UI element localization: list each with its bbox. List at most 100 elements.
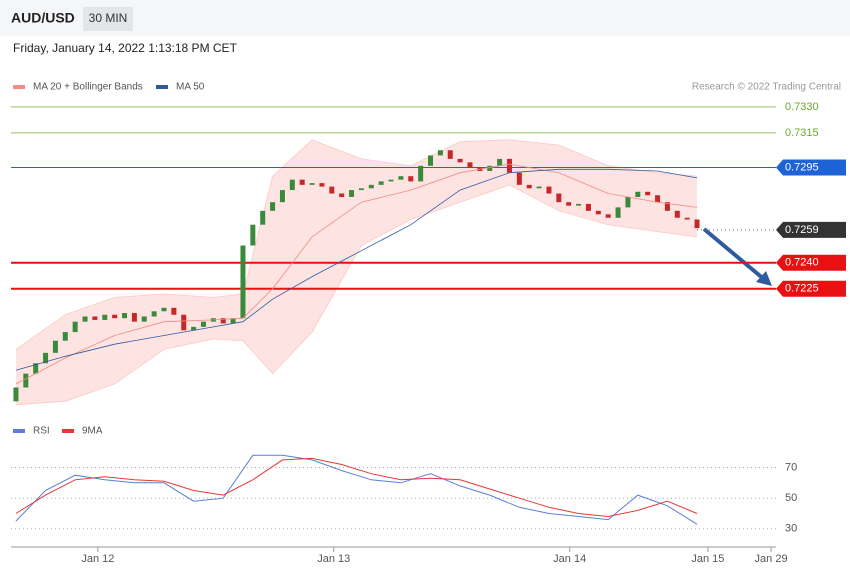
level-label: 0.7295	[785, 161, 819, 173]
x-tick-label: Jan 12	[81, 553, 114, 565]
level-label-box	[776, 159, 846, 176]
candle	[349, 190, 355, 197]
candle	[329, 186, 335, 194]
level-label-box	[776, 221, 846, 238]
candle	[62, 332, 68, 341]
ma-line	[15, 168, 698, 371]
candle	[112, 314, 118, 319]
level-label-box	[776, 280, 846, 297]
candle	[289, 179, 295, 191]
legend-swatch	[13, 429, 25, 433]
candle	[684, 217, 690, 220]
legend-swatch	[13, 85, 25, 89]
candle	[447, 150, 453, 159]
candle	[506, 158, 512, 173]
candle	[556, 193, 562, 203]
legend-swatch	[62, 429, 74, 433]
candle	[151, 311, 157, 317]
candle	[319, 183, 325, 187]
candle	[595, 210, 601, 215]
candle	[418, 165, 424, 182]
candle	[72, 321, 78, 333]
candle	[546, 186, 552, 194]
candle	[220, 318, 226, 324]
level-label: 0.7240	[785, 257, 819, 269]
level-label: 0.7330	[785, 101, 819, 113]
candle	[645, 191, 651, 196]
candle	[309, 183, 315, 185]
candle	[181, 314, 187, 331]
forecast-arrow	[702, 227, 767, 282]
candle	[122, 313, 128, 319]
forecast-arrowhead	[756, 271, 772, 286]
candle	[161, 307, 167, 312]
candle	[605, 214, 611, 218]
candle	[131, 313, 137, 322]
candle	[171, 307, 177, 315]
candle	[457, 158, 463, 163]
candle	[625, 196, 631, 208]
y-tick-label: 50	[785, 492, 797, 504]
candle	[102, 314, 108, 320]
legend-label: 9MA	[82, 426, 103, 437]
y-tick-label: 70	[785, 461, 797, 473]
candle	[566, 202, 572, 206]
x-tick-label: Jan 29	[755, 553, 788, 565]
candle	[260, 210, 266, 225]
legend-label: MA 20 + Bollinger Bands	[33, 82, 143, 93]
bollinger-fill	[15, 139, 698, 405]
x-tick-label: Jan 13	[317, 553, 350, 565]
candle	[398, 176, 404, 180]
candle	[497, 158, 503, 166]
level-label: 0.7225	[785, 283, 819, 295]
candle	[655, 195, 661, 203]
timestamp: Friday, January 14, 2022 1:13:18 PM CET	[13, 41, 238, 55]
candle	[428, 155, 434, 166]
rsi-line	[15, 454, 698, 525]
header-bar	[0, 0, 850, 36]
candle	[200, 321, 206, 327]
level-label-box	[776, 254, 846, 271]
credit: Research © 2022 Trading Central	[692, 82, 841, 93]
interval[interactable]: 30 MIN	[89, 11, 128, 25]
candle	[664, 202, 670, 211]
candle	[92, 316, 98, 320]
candle	[33, 363, 39, 374]
candle	[516, 172, 522, 185]
legend-label: MA 50	[176, 82, 205, 93]
rsi-line	[15, 457, 698, 518]
candle	[279, 190, 285, 203]
candle	[487, 165, 493, 172]
candle	[674, 210, 680, 218]
level-label: 0.7315	[785, 127, 819, 139]
bollinger-upper	[15, 139, 698, 350]
legend-swatch	[156, 85, 168, 89]
candle	[240, 245, 246, 319]
candle	[694, 219, 700, 229]
candle	[250, 224, 256, 246]
level-label: 0.7259	[785, 224, 819, 236]
candle	[141, 316, 147, 322]
candle	[230, 318, 236, 324]
candle	[339, 193, 345, 197]
candle	[467, 162, 473, 168]
legend-label: RSI	[33, 426, 50, 437]
x-tick-label: Jan 15	[691, 553, 724, 565]
candle	[388, 179, 394, 182]
candle	[52, 340, 58, 353]
y-tick-label: 30	[785, 523, 797, 535]
candle	[408, 176, 414, 182]
candle	[635, 191, 641, 197]
candle	[378, 181, 384, 185]
ma-line	[15, 163, 698, 385]
symbol: AUD/USD	[11, 10, 75, 26]
candle	[43, 352, 49, 364]
candle	[270, 202, 276, 211]
candle	[615, 207, 621, 218]
candle	[358, 188, 364, 191]
candle	[437, 150, 443, 156]
interval-badge[interactable]	[83, 7, 133, 31]
candle	[576, 203, 582, 206]
candle	[82, 316, 88, 322]
